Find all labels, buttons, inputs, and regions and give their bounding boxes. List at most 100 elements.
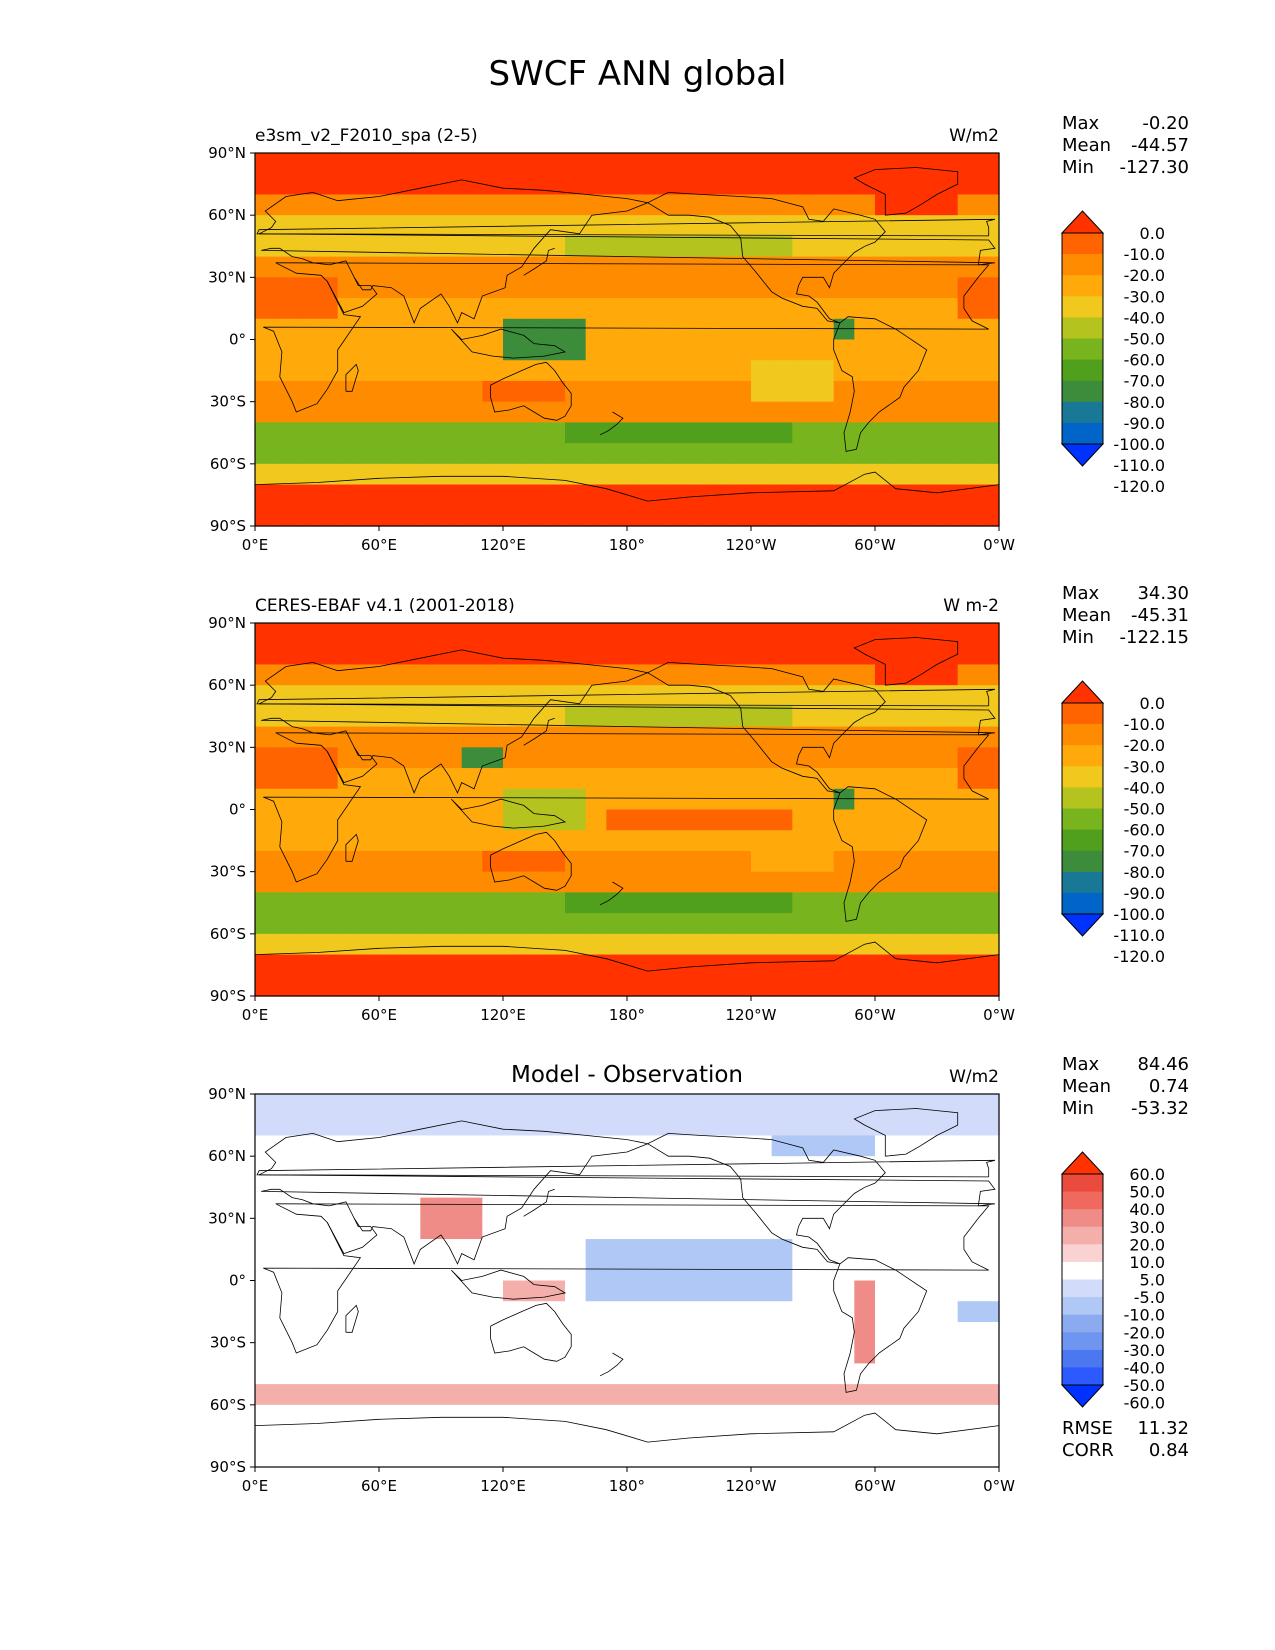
field-cell — [379, 747, 401, 769]
field-cell — [813, 360, 835, 382]
field-cell — [358, 339, 380, 361]
field-cell — [813, 850, 835, 873]
field-cell — [833, 1114, 855, 1137]
field-cell — [420, 1176, 442, 1199]
colorbar-tick-label: -10.0 — [1124, 245, 1165, 264]
field-cell — [957, 830, 979, 852]
field-cell — [461, 1218, 483, 1240]
field-cell — [296, 215, 318, 237]
field-cell — [399, 1218, 421, 1240]
field-cell — [751, 318, 773, 341]
field-cell — [854, 215, 876, 237]
field-cell — [895, 1259, 917, 1282]
field-cell — [978, 215, 1000, 237]
difference-panel: 90°N60°N30°N0°30°S60°S90°S0°E 60°E 120°E 18… — [208, 1054, 1189, 1495]
field-cell — [668, 809, 690, 831]
colorbar-tick-label: -70.0 — [1124, 372, 1165, 391]
field-cell — [358, 747, 380, 769]
field-cell — [379, 401, 401, 423]
field-cell — [606, 277, 628, 299]
field-cell — [627, 809, 649, 831]
field-cell — [420, 194, 442, 216]
field-cell — [978, 443, 1000, 465]
colorbar-bin — [1062, 1314, 1103, 1333]
field-cell — [730, 153, 752, 175]
field-cell — [337, 298, 359, 320]
field-cell — [296, 1197, 318, 1219]
field-cell — [523, 954, 545, 976]
field-cell — [544, 643, 566, 666]
stat-value: -44.57 — [1131, 135, 1189, 156]
field-cell — [565, 1094, 587, 1116]
colorbar-bin — [1062, 787, 1103, 809]
coastline — [833, 1257, 928, 1393]
field-cell — [337, 215, 359, 237]
field-cell — [461, 1259, 483, 1282]
field-cell — [647, 277, 669, 299]
field-cell — [792, 235, 814, 258]
field-cell — [792, 153, 814, 175]
field-cell — [895, 1425, 917, 1447]
field-cell — [606, 1446, 628, 1468]
field-cell — [957, 850, 979, 873]
field-cell — [399, 1197, 421, 1219]
field-cell — [751, 1280, 773, 1302]
field-cell — [730, 892, 752, 914]
field-cell — [875, 1197, 897, 1219]
field-cell — [399, 194, 421, 216]
field-cell — [317, 913, 339, 935]
field-cell — [916, 1384, 938, 1406]
field-cell — [833, 1156, 855, 1178]
field-cell — [916, 1446, 938, 1468]
field-cell — [379, 463, 401, 486]
field-cell — [895, 505, 917, 527]
field-cell — [771, 1239, 793, 1261]
field-cell — [668, 954, 690, 976]
field-cell — [627, 1446, 649, 1468]
field-cell — [275, 256, 297, 278]
field-cell — [978, 1301, 1000, 1323]
field-cell — [585, 256, 607, 278]
field-cell — [565, 173, 587, 196]
field-cell — [689, 443, 711, 465]
lat-tick-label: 60°S — [210, 925, 246, 943]
field-cell — [751, 443, 773, 465]
field-cell — [957, 643, 979, 666]
field-cell — [296, 484, 318, 506]
coastline — [523, 1188, 555, 1217]
field-cell — [523, 1404, 545, 1427]
field-cell — [565, 380, 587, 403]
colorbar-tick-label: 0.0 — [1140, 224, 1165, 243]
field-cell — [647, 215, 669, 237]
field-cell — [420, 830, 442, 852]
field-cell — [461, 1280, 483, 1302]
field-cell — [379, 256, 401, 278]
field-cell — [875, 726, 897, 748]
field-cell — [937, 1404, 959, 1427]
field-cell — [875, 380, 897, 403]
field-cell — [627, 1239, 649, 1261]
lon-tick-label: 60°W — [854, 1006, 896, 1024]
field-cell — [275, 1280, 297, 1302]
field-cell — [627, 298, 649, 320]
field-cell — [751, 954, 773, 976]
lat-tick-label: 0° — [229, 331, 246, 349]
field-cell — [668, 422, 690, 444]
field-cell — [461, 1342, 483, 1364]
observation-panel: 90°N60°N30°N0°30°S60°S90°S0°E 60°E 120°E 18… — [208, 583, 1189, 1024]
field-cell — [833, 1094, 855, 1116]
field-cell — [441, 153, 463, 175]
field-cell — [358, 1404, 380, 1427]
stat-value: 84.46 — [1137, 1054, 1189, 1075]
field-cell — [399, 913, 421, 935]
field-cell — [523, 1176, 545, 1199]
field-cell — [606, 339, 628, 361]
stat-label: Min — [1062, 1098, 1094, 1119]
field-cell — [275, 1384, 297, 1406]
field-cell — [647, 892, 669, 914]
field-cell — [296, 1342, 318, 1364]
field-cell — [668, 871, 690, 893]
field-cell — [358, 623, 380, 645]
field-cell — [854, 664, 876, 686]
field-cell — [730, 1446, 752, 1468]
